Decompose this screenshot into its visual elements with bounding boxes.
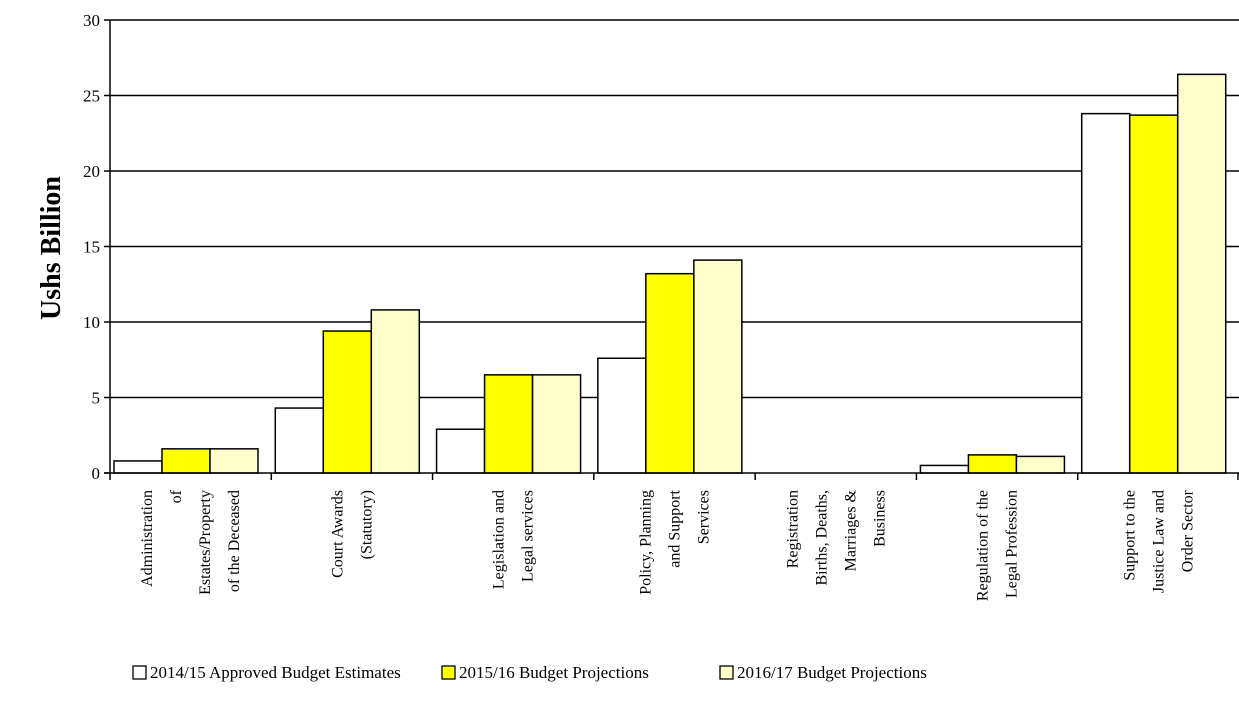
x-category-label: Order Sector [1179, 489, 1196, 572]
legend-label: 2015/16 Budget Projections [459, 663, 649, 682]
x-category-label: Births, Deaths, [813, 490, 830, 586]
x-category-label: Marriages & [842, 489, 859, 571]
y-tick-label: 20 [83, 162, 100, 181]
x-category-label: Legal Profession [1004, 490, 1021, 598]
bar-3-3 [531, 374, 582, 474]
legend-swatch [441, 665, 456, 680]
bar-1-6 [919, 464, 970, 474]
bar-2-6 [967, 454, 1018, 474]
bars [113, 73, 1227, 474]
bar-1-4 [597, 357, 647, 474]
y-tick-label: 15 [83, 238, 100, 257]
gridlines [110, 19, 1239, 399]
y-axis-title: Ushs Billion [36, 176, 67, 320]
bar-1-2 [274, 407, 325, 474]
bar-3-2 [370, 309, 421, 474]
legend-label: 2016/17 Budget Projections [737, 663, 927, 682]
bar-2-1 [161, 448, 211, 474]
axes [104, 19, 1239, 480]
legend-swatch [719, 665, 734, 680]
x-category-label: Court Awards [329, 490, 346, 578]
legend: 2014/15 Approved Budget Estimates 2015/16… [132, 663, 927, 682]
legend-label: 2014/15 Approved Budget Estimates [150, 663, 401, 682]
x-category-label: Policy, Planning [638, 490, 655, 595]
bar-1-1 [113, 460, 163, 474]
axis-labels: 0 5 10 15 20 25 30 Administration of Estates/Prop… [83, 11, 1196, 601]
bar-2-3 [483, 374, 534, 474]
x-category-label: of the Deceased [226, 490, 243, 592]
legend-swatch [132, 665, 147, 680]
y-tick-label: 10 [83, 313, 100, 332]
bar-2-4 [645, 272, 695, 474]
bar-3-6 [1015, 455, 1066, 474]
x-category-label: Support to the [1121, 490, 1138, 581]
x-category-label: Regulation of the [975, 490, 992, 601]
bar-2-2 [322, 330, 373, 474]
y-tick-label: 25 [83, 87, 100, 106]
bar-3-4 [693, 259, 743, 474]
bar-1-3 [435, 428, 486, 474]
y-tick-label: 5 [92, 389, 101, 408]
bar-2-7 [1128, 114, 1179, 474]
x-category-label: Justice Law and [1150, 490, 1167, 593]
x-category-label: Legislation and [491, 490, 508, 589]
bar-3-1 [209, 448, 259, 474]
x-category-label: Legal services [520, 490, 537, 582]
y-tick-label: 30 [83, 11, 100, 30]
y-tick-label: 0 [92, 464, 101, 483]
x-category-label: Administration [139, 490, 156, 587]
x-category-label: and Support [667, 489, 684, 567]
x-category-label: Estates/Property [197, 490, 214, 595]
bar-3-7 [1176, 73, 1227, 474]
x-category-label: Business [871, 490, 888, 547]
x-category-label: Services [696, 490, 713, 544]
bar-1-7 [1080, 112, 1131, 474]
x-category-label: Registration [784, 490, 801, 568]
x-category-label: (Statutory) [358, 490, 375, 559]
x-category-label: of [168, 489, 185, 503]
